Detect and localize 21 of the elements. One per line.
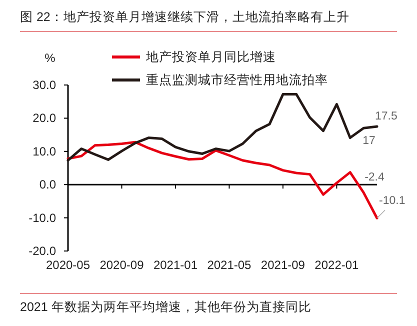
y-tick-label: 0.0	[39, 178, 56, 192]
y-tick-label: 20.0	[32, 111, 56, 126]
x-tick-label: 2020-09	[100, 258, 144, 272]
annotation: -2.4	[364, 172, 385, 184]
x-tick-label: 2021-09	[260, 258, 306, 272]
y-tick-label: 30.0	[32, 78, 56, 92]
y-tick-label: -20.0	[28, 244, 56, 258]
annotation: -10.1	[379, 195, 406, 208]
x-tick-label: 2022-01	[314, 258, 360, 272]
y-tick-label: 10.0	[32, 144, 56, 158]
text: 2021 年数据为两年平均增速，其他年份为直接同比	[20, 293, 397, 316]
y-tick-label: -10.0	[28, 210, 56, 225]
annotation: 17.5	[375, 110, 398, 122]
legend-label: 重点监测城市经营性用地流拍率	[146, 72, 328, 87]
annotation: 17	[362, 135, 376, 148]
x-tick-label: 2020-05	[46, 258, 90, 272]
x-tick-label: 2021-01	[153, 258, 198, 272]
chart-title: 图 22：地产投资单月增速继续下滑，土地流拍率略有上升	[20, 9, 397, 32]
y-axis-title: %	[44, 51, 56, 65]
legend-label: 地产投资单月同比增速	[145, 50, 276, 64]
x-tick-label: 2021-05	[207, 258, 252, 272]
